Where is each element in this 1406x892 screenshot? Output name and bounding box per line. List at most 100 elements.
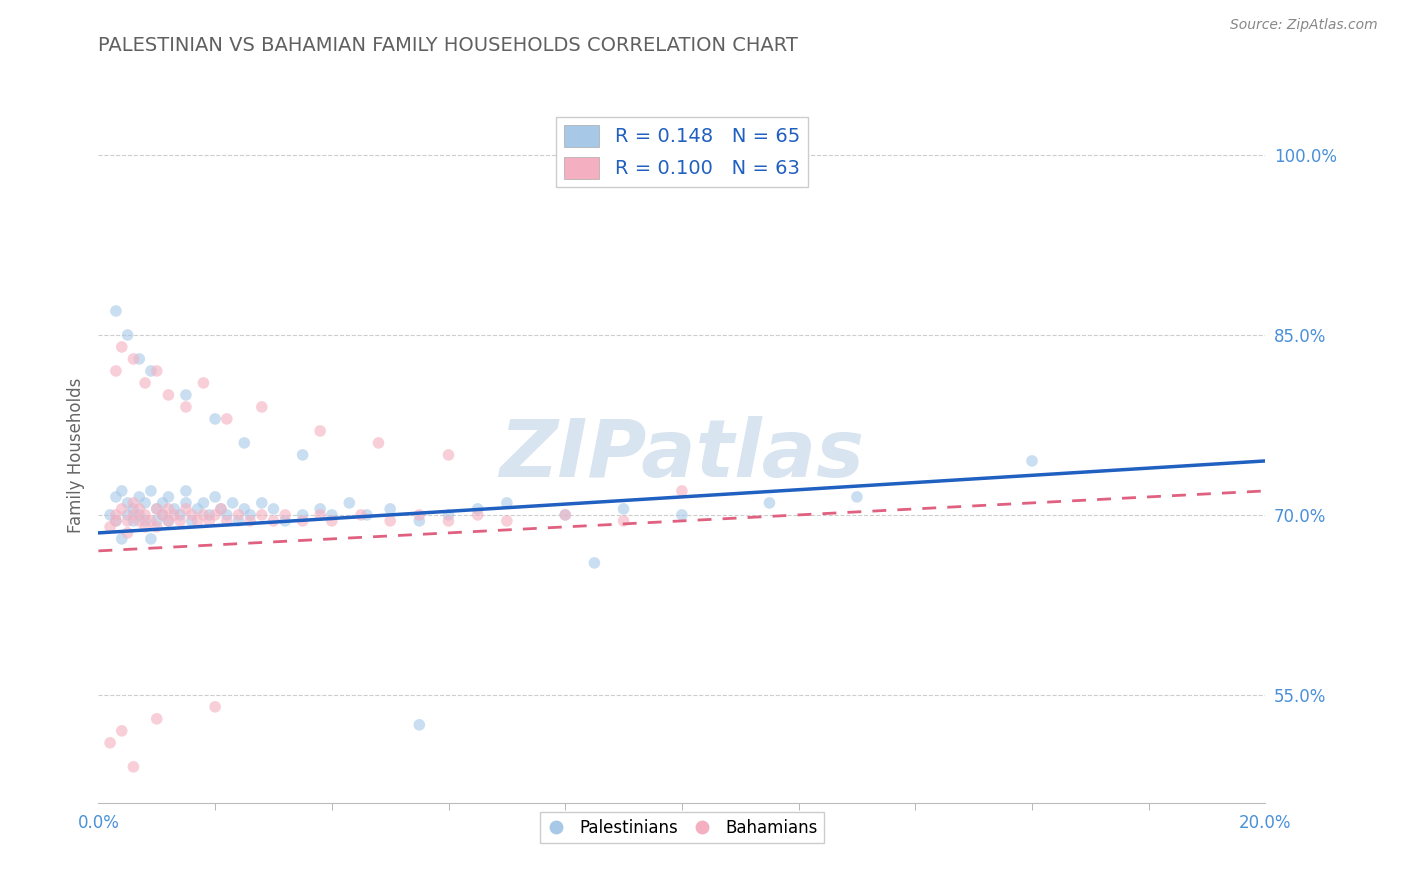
Point — [204, 412, 226, 426]
Point — [104, 514, 127, 528]
Point — [111, 532, 134, 546]
Point — [122, 514, 145, 528]
Point — [583, 556, 606, 570]
Point — [169, 508, 191, 522]
Point — [122, 351, 145, 366]
Point — [146, 502, 169, 516]
Point — [250, 496, 273, 510]
Point — [846, 490, 869, 504]
Point — [437, 508, 460, 522]
Point — [187, 514, 209, 528]
Point — [174, 496, 197, 510]
Point — [134, 520, 156, 534]
Point — [111, 340, 134, 354]
Point — [554, 508, 576, 522]
Point — [209, 502, 232, 516]
Point — [291, 448, 314, 462]
Point — [146, 364, 169, 378]
Point — [134, 508, 156, 522]
Point — [239, 514, 262, 528]
Point — [408, 718, 430, 732]
Point — [104, 490, 127, 504]
Point — [309, 508, 332, 522]
Point — [111, 723, 134, 738]
Point — [496, 496, 519, 510]
Point — [193, 376, 215, 390]
Point — [128, 514, 150, 528]
Point — [122, 496, 145, 510]
Point — [671, 508, 693, 522]
Point — [98, 520, 121, 534]
Point — [157, 514, 180, 528]
Point — [612, 514, 634, 528]
Point — [157, 388, 180, 402]
Point — [139, 364, 162, 378]
Point — [128, 508, 150, 522]
Point — [157, 502, 180, 516]
Point — [163, 502, 186, 516]
Point — [554, 508, 576, 522]
Point — [337, 496, 360, 510]
Point — [193, 508, 215, 522]
Point — [174, 502, 197, 516]
Point — [187, 502, 209, 516]
Point — [198, 514, 221, 528]
Point — [437, 514, 460, 528]
Point — [215, 508, 238, 522]
Point — [146, 712, 169, 726]
Point — [128, 490, 150, 504]
Point — [104, 364, 127, 378]
Point — [152, 508, 174, 522]
Point — [309, 424, 332, 438]
Point — [309, 502, 332, 516]
Point — [174, 400, 197, 414]
Point — [152, 496, 174, 510]
Point — [134, 514, 156, 528]
Point — [291, 508, 314, 522]
Point — [146, 514, 169, 528]
Point — [250, 400, 273, 414]
Point — [104, 514, 127, 528]
Point — [204, 699, 226, 714]
Point — [321, 514, 343, 528]
Point — [128, 351, 150, 366]
Point — [215, 514, 238, 528]
Point — [117, 525, 139, 540]
Point — [139, 483, 162, 498]
Point — [437, 448, 460, 462]
Text: PALESTINIAN VS BAHAMIAN FAMILY HOUSEHOLDS CORRELATION CHART: PALESTINIAN VS BAHAMIAN FAMILY HOUSEHOLD… — [98, 36, 799, 54]
Point — [98, 508, 121, 522]
Point — [408, 514, 430, 528]
Point — [221, 496, 243, 510]
Point — [274, 508, 297, 522]
Point — [380, 514, 402, 528]
Point — [157, 490, 180, 504]
Point — [180, 514, 202, 528]
Point — [262, 502, 284, 516]
Point — [228, 514, 250, 528]
Point — [262, 514, 284, 528]
Point — [198, 508, 221, 522]
Point — [134, 496, 156, 510]
Point — [233, 436, 256, 450]
Point — [104, 304, 127, 318]
Point — [758, 496, 780, 510]
Point — [117, 508, 139, 522]
Point — [204, 508, 226, 522]
Point — [239, 508, 262, 522]
Point — [174, 483, 197, 498]
Point — [215, 412, 238, 426]
Point — [122, 502, 145, 516]
Point — [152, 508, 174, 522]
Point — [204, 490, 226, 504]
Point — [163, 508, 186, 522]
Point — [496, 514, 519, 528]
Point — [356, 508, 378, 522]
Point — [122, 508, 145, 522]
Text: Source: ZipAtlas.com: Source: ZipAtlas.com — [1230, 18, 1378, 32]
Point — [157, 514, 180, 528]
Point — [350, 508, 373, 522]
Point — [367, 436, 389, 450]
Point — [117, 328, 139, 343]
Point — [174, 388, 197, 402]
